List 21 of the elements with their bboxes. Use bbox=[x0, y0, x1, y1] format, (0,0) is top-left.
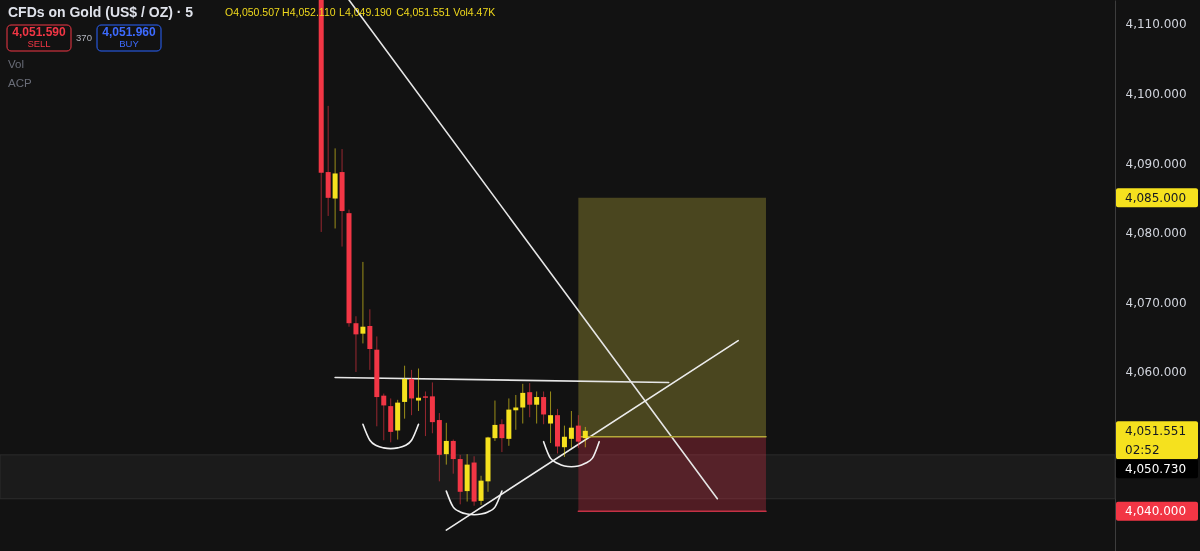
annotation: O4,050.507 bbox=[225, 6, 281, 18]
y-tick-label: 4,070.000 bbox=[1125, 295, 1187, 310]
y-tick-label: 4,110.000 bbox=[1125, 17, 1187, 32]
y-tick-label: 4,080.000 bbox=[1125, 226, 1187, 241]
text: 4,051.551 02:52 bbox=[1125, 423, 1187, 457]
y-tick-label: 4,060.000 bbox=[1125, 365, 1187, 380]
annotation: ACP bbox=[8, 77, 32, 89]
text: 4,085.000 bbox=[1125, 190, 1187, 205]
annotation: BUY bbox=[119, 38, 140, 49]
y-tick-label: 4,090.000 bbox=[1125, 156, 1187, 171]
annotation: Vol bbox=[8, 58, 24, 70]
annotation: 4,051.960 bbox=[102, 25, 157, 39]
annotation: C4,051.551 bbox=[396, 6, 451, 18]
text: 4,050.730 bbox=[1125, 461, 1187, 476]
chart-title: CFDs on Gold (US$ / OZ) · 5 bbox=[8, 4, 194, 20]
text: 4,040.000 bbox=[1125, 504, 1187, 519]
annotation: 4,051.590 bbox=[12, 25, 67, 39]
annotation: 370 bbox=[76, 32, 92, 43]
annotation: SELL bbox=[27, 38, 51, 49]
annotation: Vol4.47K bbox=[453, 6, 496, 18]
y-tick-label: 4,100.000 bbox=[1125, 86, 1187, 101]
